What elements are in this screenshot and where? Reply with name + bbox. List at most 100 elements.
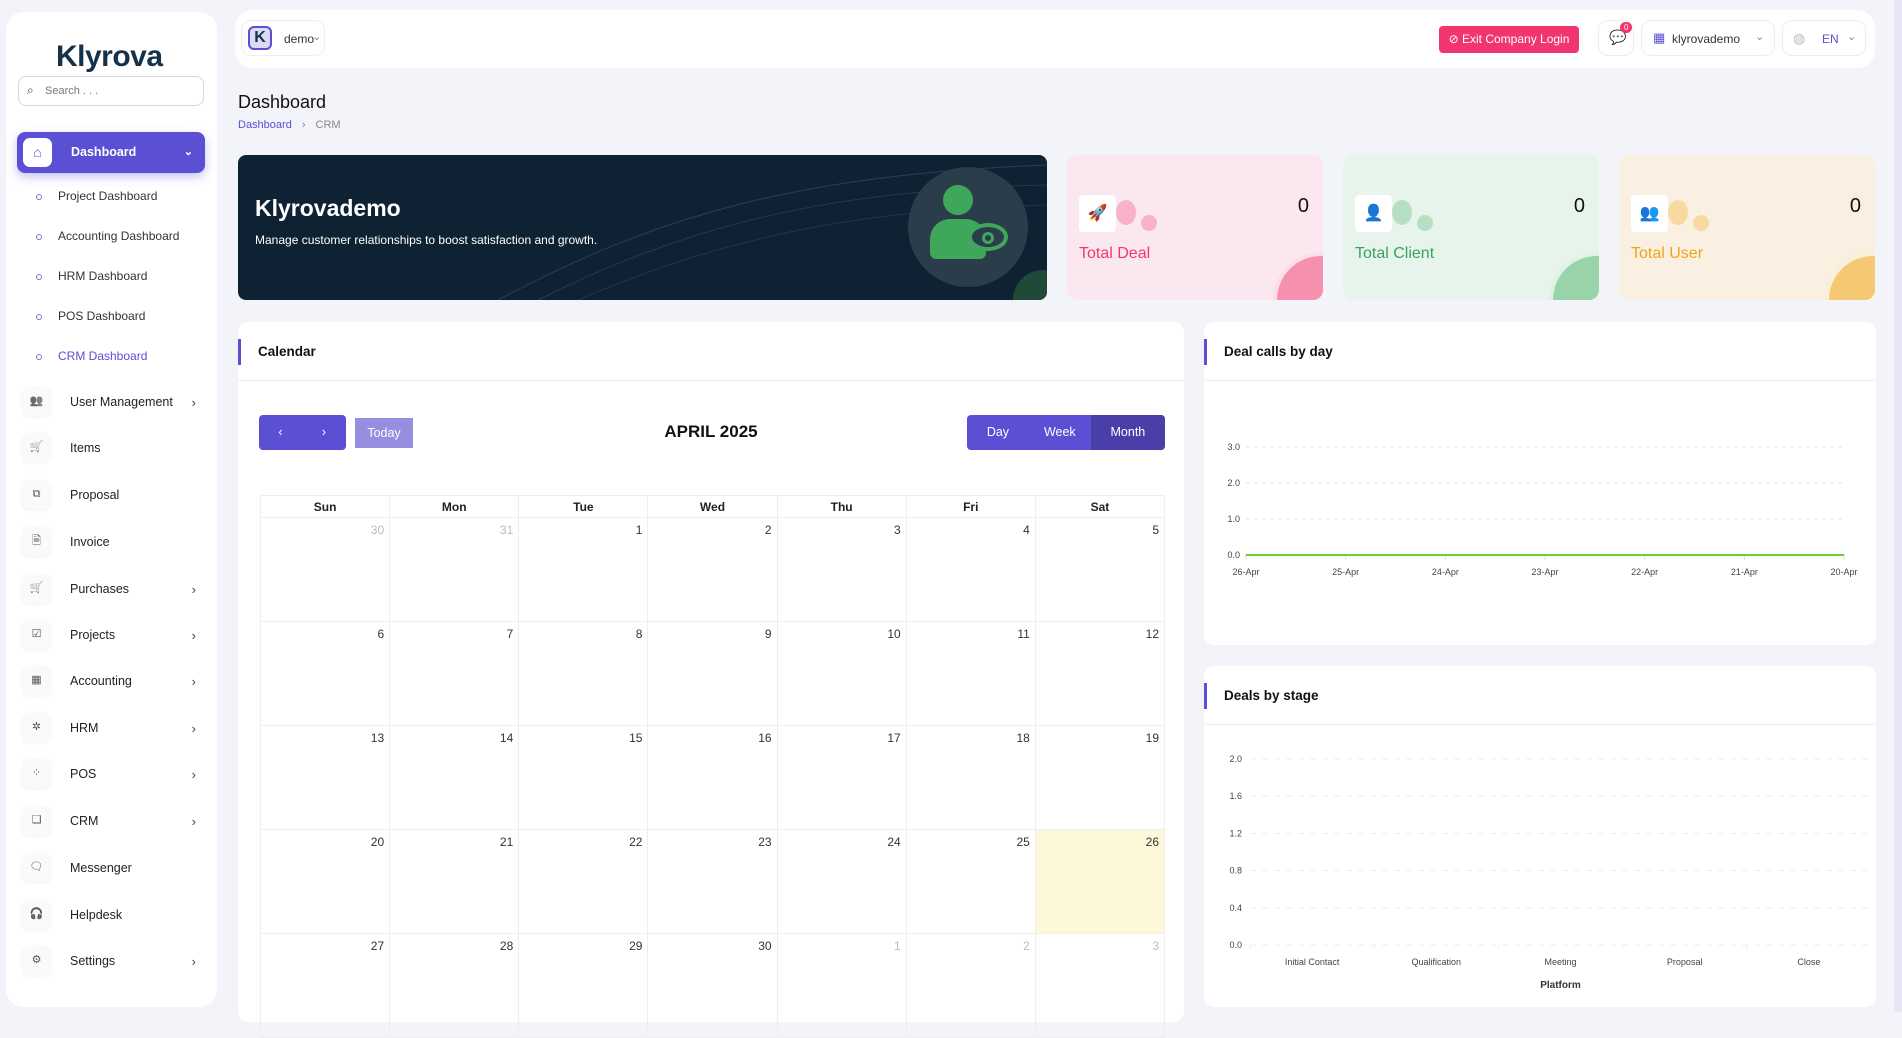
x-axis-label: Platform bbox=[1540, 980, 1581, 991]
calendar-day[interactable]: 4 bbox=[905, 517, 1036, 622]
sidebar-item-accounting[interactable]: ▦ Accounting › bbox=[22, 666, 202, 698]
calendar-day[interactable]: 30 bbox=[647, 933, 778, 1038]
calendar-day[interactable]: 31 bbox=[389, 517, 520, 622]
bullet-icon bbox=[36, 233, 42, 240]
calendar-day[interactable]: 18 bbox=[905, 725, 1036, 830]
calendar-day[interactable]: 11 bbox=[905, 621, 1036, 726]
calendar-day[interactable]: 7 bbox=[389, 621, 520, 726]
y-tick-label: 1.0 bbox=[1227, 514, 1240, 524]
sidebar-subitem[interactable]: Accounting Dashboard bbox=[36, 229, 179, 249]
view-day-button[interactable]: Day bbox=[986, 425, 1010, 439]
calendar-day[interactable]: 1 bbox=[518, 517, 649, 622]
calendar-day[interactable]: 23 bbox=[647, 829, 778, 934]
weekday-header: Mon bbox=[389, 495, 520, 518]
x-tick-label: 26-Apr bbox=[1232, 567, 1259, 577]
sidebar-subitem[interactable]: POS Dashboard bbox=[36, 309, 145, 329]
calendar-day[interactable]: 12 bbox=[1034, 621, 1166, 726]
weekday-header: Fri bbox=[905, 495, 1036, 518]
sidebar-item-items[interactable]: 🛒 Items bbox=[22, 433, 202, 465]
calendar-day[interactable]: 14 bbox=[389, 725, 520, 830]
headset-icon: 🎧 bbox=[22, 900, 51, 929]
sidebar-item-invoice[interactable]: 🗎 Invoice bbox=[22, 527, 202, 559]
stat-card-total-user[interactable]: 👥 0 Total User bbox=[1619, 155, 1875, 300]
calendar-day[interactable]: 21 bbox=[389, 829, 520, 934]
calendar-day[interactable]: 8 bbox=[518, 621, 649, 726]
bullet-icon bbox=[36, 353, 42, 360]
stat-card-total-deal[interactable]: 🚀 0 Total Deal bbox=[1067, 155, 1323, 300]
sidebar-item-pos[interactable]: ⁘ POS › bbox=[22, 759, 202, 791]
layers-icon: ❏ bbox=[22, 806, 51, 835]
language-selector[interactable]: ◍ EN ⌄ bbox=[1782, 20, 1866, 56]
sidebar-subitem[interactable]: CRM Dashboard bbox=[36, 349, 147, 369]
checkbox-icon: ☑ bbox=[22, 620, 51, 649]
user-menu[interactable]: ▦ klyrovademo ⌄ bbox=[1641, 20, 1775, 56]
calendar-day[interactable]: 5 bbox=[1034, 517, 1166, 622]
page-title: Dashboard bbox=[238, 92, 327, 112]
dots-grid-icon: ⁘ bbox=[22, 759, 51, 788]
calendar-day[interactable]: 20 bbox=[259, 829, 391, 934]
data-point bbox=[1245, 554, 1247, 556]
stat-card-total-client[interactable]: 👤 0 Total Client bbox=[1343, 155, 1599, 300]
x-tick-label: Proposal bbox=[1667, 957, 1703, 967]
next-month-button[interactable]: › bbox=[321, 425, 327, 439]
sidebar-item-projects[interactable]: ☑ Projects › bbox=[22, 620, 202, 652]
users-icon: 👥 bbox=[1631, 195, 1668, 232]
sidebar-item-hrm[interactable]: ✲ HRM › bbox=[22, 713, 202, 745]
exit-company-login-button[interactable]: ⊘ Exit Company Login bbox=[1439, 26, 1579, 53]
calendar-day[interactable]: 2 bbox=[905, 933, 1036, 1038]
calendar-grid: Sun Mon Tue Wed Thu Fri Sat 30 31 1 2 3 4 5 6 7 8 9 10 11 12… bbox=[259, 495, 1166, 1038]
sidebar-item-helpdesk[interactable]: 🎧 Helpdesk bbox=[22, 900, 202, 932]
search-input[interactable]: ⌕ Search . . . bbox=[18, 76, 204, 106]
calendar-day[interactable]: 2 bbox=[647, 517, 778, 622]
calendar-panel: Calendar ‹ › Today APRIL 2025 Day Week Mon… bbox=[238, 322, 1184, 1038]
user-icon: 👤 bbox=[1355, 195, 1392, 232]
calendar-day[interactable]: 25 bbox=[905, 829, 1036, 934]
chevron-down-icon: ⌄ bbox=[1847, 31, 1857, 43]
y-tick-label: 1.2 bbox=[1229, 828, 1242, 838]
company-switcher[interactable]: K demo ⌄ bbox=[241, 20, 325, 56]
sidebar-subitem[interactable]: Project Dashboard bbox=[36, 189, 157, 209]
prev-month-button[interactable]: ‹ bbox=[278, 425, 283, 439]
breadcrumb: Dashboard › CRM bbox=[238, 119, 341, 131]
weekday-header: Sat bbox=[1034, 495, 1166, 518]
calendar-day[interactable]: 16 bbox=[647, 725, 778, 830]
page-scrollbar[interactable] bbox=[1894, 0, 1902, 1012]
calendar-day[interactable]: 19 bbox=[1034, 725, 1166, 830]
sidebar-item-user-management[interactable]: 👥 User Management › bbox=[22, 387, 202, 419]
calendar-day[interactable]: 22 bbox=[518, 829, 649, 934]
deal-calls-panel: Deal calls by day 0.0 1.0 2.0 3.0 26-Apr 25-A… bbox=[1204, 322, 1876, 645]
calendar-day[interactable]: 28 bbox=[389, 933, 520, 1038]
view-month-button[interactable]: Month bbox=[1090, 415, 1165, 450]
sidebar-item-purchases[interactable]: 🛒 Purchases › bbox=[22, 574, 202, 606]
calendar-day[interactable]: 6 bbox=[259, 621, 391, 726]
calendar-day[interactable]: 27 bbox=[259, 933, 391, 1038]
view-week-button[interactable]: Week bbox=[1043, 425, 1076, 439]
calendar-day[interactable]: 30 bbox=[259, 517, 391, 622]
home-icon: ⌂ bbox=[23, 138, 52, 167]
breadcrumb-dashboard[interactable]: Dashboard bbox=[238, 119, 292, 131]
sidebar-item-settings[interactable]: ⚙ Settings › bbox=[22, 946, 202, 978]
sidebar-item-crm[interactable]: ❏ CRM › bbox=[22, 806, 202, 838]
calendar-day[interactable]: 24 bbox=[776, 829, 907, 934]
x-tick-label: 22-Apr bbox=[1631, 567, 1658, 577]
messages-button[interactable]: 💬 0 bbox=[1598, 20, 1634, 56]
calendar-day[interactable]: 1 bbox=[776, 933, 907, 1038]
chevron-right-icon: › bbox=[191, 721, 196, 736]
today-button[interactable]: Today bbox=[355, 418, 413, 448]
sidebar-item-messenger[interactable]: 🗨 Messenger bbox=[22, 853, 202, 885]
sidebar-item-dashboard[interactable]: ⌂ Dashboard ⌄ bbox=[17, 132, 205, 173]
sidebar-item-proposal[interactable]: ⧉ Proposal bbox=[22, 480, 202, 512]
calendar-day-today[interactable]: 26 bbox=[1034, 829, 1166, 934]
weekday-header: Wed bbox=[647, 495, 778, 518]
calendar-day[interactable]: 13 bbox=[259, 725, 391, 830]
calendar-day[interactable]: 17 bbox=[776, 725, 907, 830]
calendar-day[interactable]: 15 bbox=[518, 725, 649, 830]
calendar-day[interactable]: 10 bbox=[776, 621, 907, 726]
calendar-day[interactable]: 3 bbox=[1034, 933, 1166, 1038]
calendar-day[interactable]: 29 bbox=[518, 933, 649, 1038]
sidebar-subitem[interactable]: HRM Dashboard bbox=[36, 269, 147, 289]
calendar-day[interactable]: 3 bbox=[776, 517, 907, 622]
data-point bbox=[1544, 554, 1546, 556]
logo[interactable]: Klyrova bbox=[56, 40, 163, 73]
calendar-day[interactable]: 9 bbox=[647, 621, 778, 726]
